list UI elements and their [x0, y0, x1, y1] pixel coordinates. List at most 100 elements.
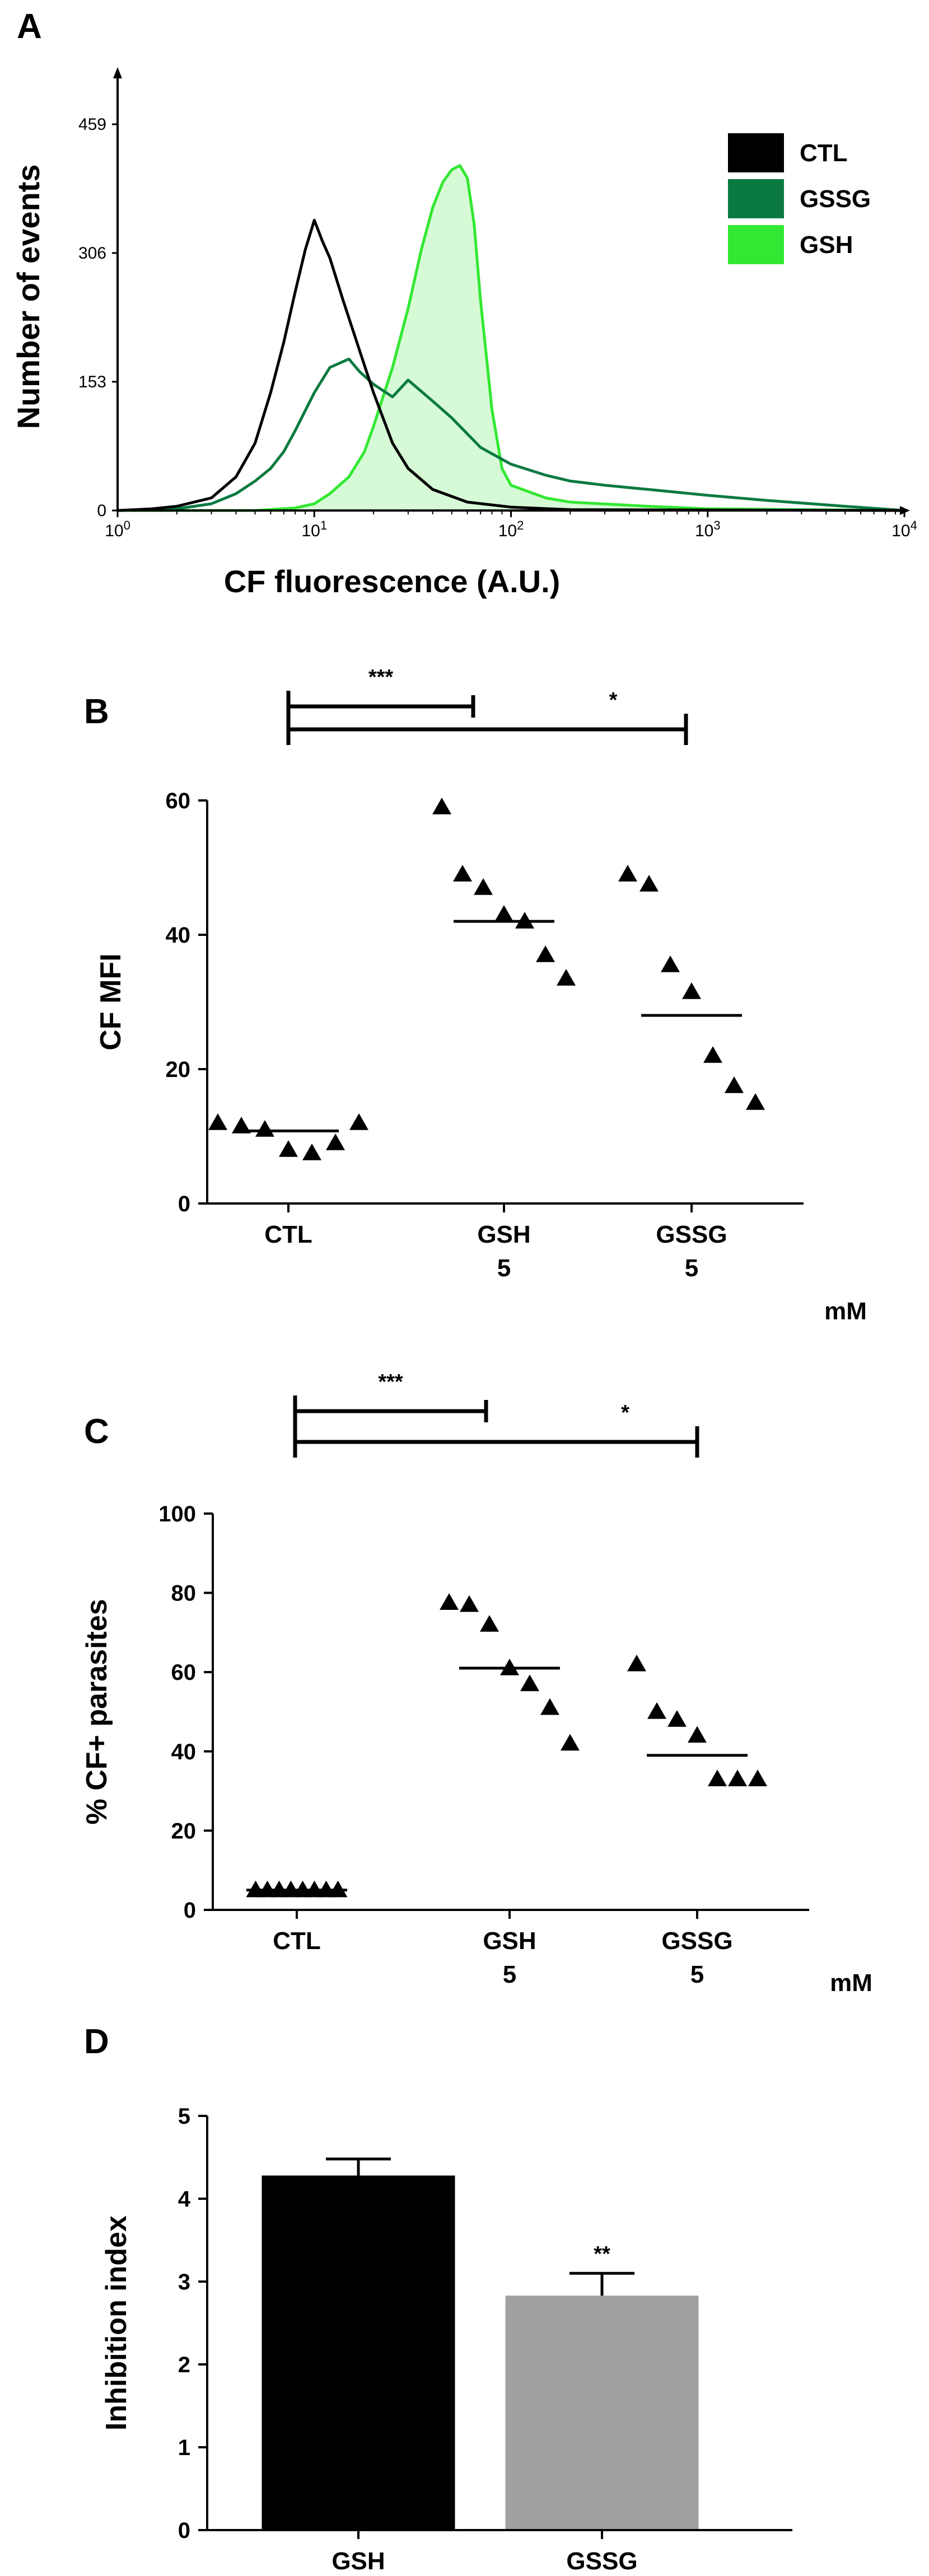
data-point-gssg	[746, 1093, 765, 1110]
category-label-gssg: GSSG	[566, 2547, 637, 2575]
data-point-gssg	[639, 875, 659, 892]
y-tick-label: 459	[78, 115, 106, 134]
panel-label-d: D	[84, 2022, 109, 2061]
y-tick-label: 153	[78, 373, 106, 391]
data-point-gsh	[561, 1734, 580, 1751]
panel-a-y-arrow	[113, 67, 122, 78]
category-label-ctl: CTL	[273, 1927, 321, 1955]
legend-swatch-ctl	[728, 133, 784, 172]
x-tick-label: 102	[498, 518, 524, 540]
sig-label-ctl-gssg: *	[621, 1401, 629, 1425]
panel-b-means	[238, 920, 742, 1132]
y-tick-label: 0	[97, 502, 106, 520]
y-tick-label: 2	[178, 2353, 190, 2377]
y-tick-label: 3	[178, 2270, 190, 2294]
y-tick-label: 306	[78, 244, 106, 263]
y-tick-label: 40	[171, 1740, 197, 1764]
category-label-ctl: CTL	[264, 1221, 312, 1248]
series-fill-gsh	[118, 165, 904, 510]
bar-gssg	[505, 2296, 699, 2530]
bar-annotation-gssg: **	[594, 2242, 610, 2266]
data-point-ctl	[326, 1134, 345, 1150]
data-point-gsh	[494, 905, 513, 922]
data-point-ctl	[302, 1144, 321, 1160]
data-point-gssg	[703, 1046, 722, 1063]
data-point-ctl	[232, 1117, 251, 1134]
x-tick-label: 101	[301, 518, 327, 540]
data-point-gsh	[440, 1593, 459, 1610]
y-tick-label: 0	[178, 2518, 190, 2543]
y-tick-label: 100	[158, 1502, 196, 1526]
panel-b-y-ticks: 0 20 40 60	[166, 789, 207, 1216]
category-label-gsh: GSH	[483, 1927, 536, 1955]
panel-c-points	[246, 1593, 767, 1898]
panel-d-categories: GSH GSSG	[332, 2530, 638, 2575]
panel-b-categories: CTL GSH 5 GSSG 5	[264, 1203, 727, 1282]
y-tick-label: 60	[171, 1660, 197, 1685]
panel-b-y-title: CF MFI	[95, 953, 127, 1050]
data-point-ctl	[208, 1113, 227, 1130]
panel-label-c: C	[84, 1412, 109, 1451]
data-point-ctl	[255, 1120, 274, 1137]
data-point-gsh	[453, 865, 472, 882]
category-sublabel-gsh: 5	[497, 1254, 511, 1282]
panel-b-significance: ****	[286, 666, 688, 745]
data-point-gsh	[536, 945, 555, 962]
panel-a-x-title: CF fluorescence (A.U.)	[224, 564, 561, 599]
y-tick-label: 40	[166, 923, 191, 948]
series-line-gsh	[118, 164, 905, 512]
category-label-gsh: GSH	[332, 2547, 385, 2575]
x-tick-label: 100	[105, 518, 130, 540]
data-point-gssg	[618, 865, 637, 882]
category-sublabel-gssg: 5	[690, 1961, 704, 1988]
data-point-gsh	[432, 798, 451, 814]
panel-d-bars: **	[262, 2157, 699, 2530]
y-tick-label: 20	[171, 1819, 197, 1843]
data-point-gsh	[480, 1615, 499, 1632]
panel-c-means	[246, 1666, 748, 1892]
data-point-gsh	[520, 1674, 539, 1692]
x-tick-label: 103	[695, 518, 721, 540]
data-point-gssg	[661, 956, 680, 972]
category-label-gssg: GSSG	[656, 1221, 727, 1248]
panel-b-points	[208, 798, 765, 1160]
data-point-gssg	[688, 1726, 707, 1743]
legend-label-ctl: CTL	[800, 139, 848, 167]
sig-label-ctl-gsh: ***	[378, 1370, 403, 1394]
data-point-gssg	[627, 1655, 646, 1671]
data-point-gssg	[682, 982, 701, 999]
data-point-gssg	[748, 1769, 767, 1787]
y-tick-label: 5	[178, 2104, 190, 2129]
panel-d-y-title: Inhibition index	[100, 2216, 133, 2430]
y-tick-label: 0	[178, 1192, 190, 1216]
panel-b-unit-label: mM	[824, 1298, 867, 1325]
category-sublabel-gsh: 5	[503, 1961, 516, 1988]
data-point-ctl	[349, 1113, 368, 1130]
legend-label-gsh: GSH	[800, 231, 853, 259]
panel-a-histogram: 0 153 306 459 100 101 102 103 104 CF fluorescen…	[11, 67, 917, 599]
y-tick-label: 80	[171, 1581, 197, 1606]
data-point-gsh	[540, 1698, 559, 1715]
data-point-gsh	[460, 1595, 479, 1612]
y-tick-label: 1	[178, 2436, 190, 2460]
panel-c-y-title: % CF+ parasites	[81, 1599, 113, 1824]
panel-a-legend: CTL GSSG GSH	[728, 133, 871, 264]
data-point-gssg	[667, 1710, 687, 1727]
y-tick-label: 4	[178, 2187, 191, 2212]
bar-gsh	[262, 2175, 455, 2530]
panel-c-unit-label: mM	[830, 1969, 872, 1997]
sig-label-ctl-gsh: ***	[368, 666, 394, 689]
series-line-ctl	[117, 218, 905, 512]
data-point-gssg	[728, 1769, 747, 1787]
panel-label-b: B	[84, 692, 109, 731]
category-label-gsh: GSH	[477, 1221, 530, 1248]
data-point-gssg	[725, 1076, 744, 1093]
panel-d-y-ticks: 0 1 2 3 4 5	[178, 2104, 207, 2543]
y-tick-label: 0	[184, 1898, 196, 1923]
data-point-gssg	[647, 1702, 666, 1719]
panel-d-bar: ** 0 1 2 3 4 5 GSH GSSG Inhibition index	[100, 2104, 792, 2575]
y-tick-label: 60	[166, 789, 191, 813]
panel-a-series	[117, 164, 905, 512]
